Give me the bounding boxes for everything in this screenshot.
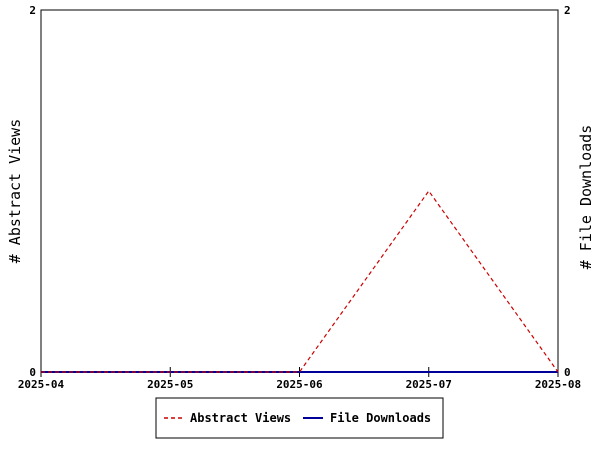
legend: Abstract Views File Downloads bbox=[155, 397, 444, 439]
x-tick-label: 2025-06 bbox=[276, 378, 323, 391]
x-tick-label: 2025-04 bbox=[18, 378, 65, 391]
y-tick-left-top: 2 bbox=[29, 4, 36, 17]
legend-box bbox=[155, 397, 444, 439]
series-layer bbox=[41, 189, 559, 373]
y-tick-left-bottom: 0 bbox=[29, 366, 36, 379]
x-tick-label: 2025-08 bbox=[535, 378, 581, 391]
y-axis-left-title: # Abstract Views bbox=[6, 119, 24, 264]
y-tick-right-top: 2 bbox=[564, 4, 571, 17]
legend-label-abstract-views: Abstract Views bbox=[190, 411, 291, 425]
y-tick-right-bottom: 0 bbox=[564, 366, 571, 379]
plot-area bbox=[40, 9, 559, 373]
y-axis-right-title: # File Downloads bbox=[577, 125, 595, 270]
legend-label-file-downloads: File Downloads bbox=[330, 411, 431, 425]
x-axis: 2025-04 2025-05 2025-06 2025-07 2025-08 bbox=[18, 367, 581, 391]
x-tick-label: 2025-07 bbox=[406, 378, 452, 391]
series-line-abstract-views bbox=[41, 189, 559, 373]
x-tick-label: 2025-05 bbox=[147, 378, 193, 391]
